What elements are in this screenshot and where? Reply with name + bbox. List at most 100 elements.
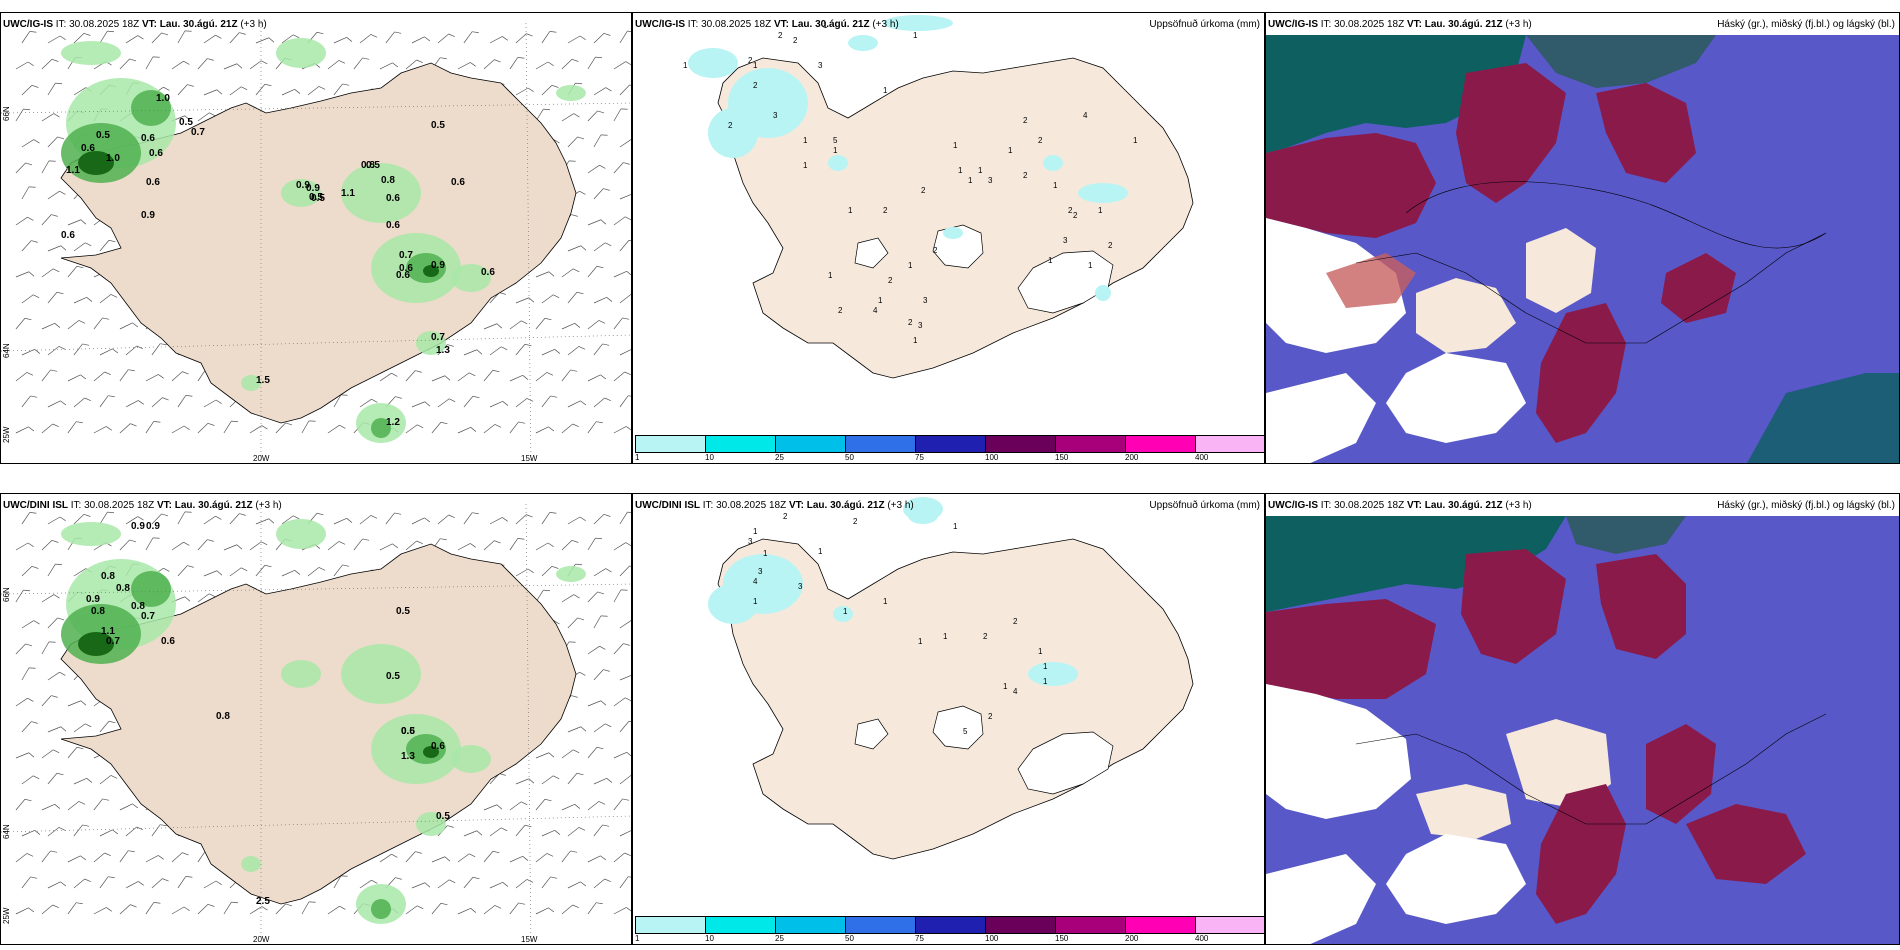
precip-area (1078, 183, 1128, 203)
value-label: 2 (1023, 116, 1028, 125)
wind-barb (41, 322, 61, 330)
value-label: 1.3 (436, 345, 450, 356)
wind-barb (515, 297, 535, 304)
wind-barb (457, 907, 477, 915)
wind-barb (457, 62, 476, 70)
wind-barb (489, 400, 509, 408)
wind-barb (515, 87, 534, 96)
panel-wind-precip-igis: UWC/IG-IS IT: 30.08.2025 18Z VT: Lau. 30… (0, 12, 632, 464)
wind-barb (21, 31, 37, 44)
wind-barb (223, 420, 239, 434)
precip-area (833, 606, 853, 622)
wind-barb (515, 568, 534, 577)
precip-area (1028, 662, 1078, 686)
wind-barb (619, 138, 631, 148)
wind-barb (535, 542, 554, 551)
wind-barb (587, 645, 606, 655)
wind-barb (21, 348, 41, 356)
wind-barb (593, 615, 608, 629)
wind-barb (15, 697, 34, 707)
value-label: 0.6 (431, 741, 445, 752)
wind-barb (177, 395, 193, 408)
wind-barb (47, 136, 65, 148)
panel-header: UWC/IG-IS IT: 30.08.2025 18Z VT: Lau. 30… (3, 19, 267, 30)
wind-barb (47, 563, 63, 577)
wind-barb (327, 905, 346, 915)
legend-tick: 25 (775, 934, 784, 943)
wind-barb (515, 514, 533, 525)
precip-area (131, 571, 171, 607)
wind-barb (15, 853, 34, 863)
legend-swatch (636, 917, 706, 933)
lon-label-15w: 15W (521, 454, 538, 463)
legend-swatch (916, 436, 986, 452)
wind-barb (47, 827, 66, 837)
wind-barb (359, 34, 378, 44)
wind-barb (171, 906, 190, 915)
value-label: 1 (883, 597, 888, 606)
wind-barb (541, 512, 557, 525)
wind-barb (535, 271, 555, 278)
wind-barb (593, 513, 611, 525)
wind-barb (613, 589, 628, 603)
precip-area (276, 38, 326, 68)
wind-barb (15, 162, 33, 174)
wind-barb (151, 824, 167, 837)
precip-area (556, 566, 586, 582)
wind-barb (41, 539, 59, 551)
wind-barb (21, 395, 38, 408)
wind-barb (333, 875, 348, 889)
precip-area (416, 812, 446, 836)
legend-tick: 100 (985, 934, 999, 943)
precip-legend: 1 10 25 50 75 100 150 200 400 (633, 914, 1264, 943)
value-label: 1 (848, 206, 853, 215)
lon-label-20w: 20W (253, 454, 270, 463)
value-label: 3 (918, 321, 923, 330)
wind-barb (561, 369, 578, 382)
value-label: 1 (843, 607, 848, 616)
legend-tick: 10 (705, 453, 714, 462)
wind-barb (281, 88, 301, 96)
wind-barb (431, 421, 448, 434)
value-label: 1 (833, 146, 838, 155)
wind-barb (327, 424, 346, 434)
wind-barb (509, 421, 526, 434)
panel-title: Háský (gr.), miðský (fj.bl.) og lágský (… (1717, 500, 1895, 511)
wind-barb (93, 907, 112, 915)
value-label: 0.8 (361, 160, 375, 171)
wind-barb (515, 398, 534, 408)
panel-title: Uppsöfnuð úrkoma (mm) (1149, 19, 1260, 30)
panel-accum-precip-dini: UWC/DINI ISL IT: 30.08.2025 18Z VT: Lau.… (632, 493, 1265, 945)
wind-barb (21, 775, 40, 785)
wind-barb (619, 511, 631, 525)
wind-barb (619, 294, 631, 304)
value-label: 0.7 (431, 332, 445, 343)
wind-barb (21, 139, 40, 148)
panel-header: UWC/DINI ISL IT: 30.08.2025 18Z VT: Lau.… (635, 500, 914, 511)
wind-barb (15, 372, 34, 382)
wind-barb (483, 905, 502, 915)
wind-barb (587, 855, 607, 863)
wind-barb (171, 371, 189, 382)
wind-barb (463, 876, 480, 889)
wind-barb (21, 721, 38, 733)
wind-barb (483, 323, 503, 330)
wind-barb (333, 36, 353, 44)
wind-barb (47, 35, 66, 44)
legend-tick: 200 (1125, 934, 1139, 943)
wind-barb (223, 901, 239, 915)
wind-barb (593, 134, 608, 148)
value-label: 2 (1108, 241, 1113, 250)
wind-barb (21, 667, 36, 681)
wind-barb (21, 84, 39, 96)
precip-area (688, 48, 738, 78)
value-label: 0.5 (436, 811, 450, 822)
wind-barb (515, 778, 535, 785)
lat-label-64n: 64N (2, 343, 11, 358)
wind-barb (593, 824, 610, 837)
value-label: 1 (883, 86, 888, 95)
panel-header: UWC/IG-IS IT: 30.08.2025 18Z VT: Lau. 30… (635, 19, 899, 30)
wind-barb (593, 188, 610, 200)
legend-swatch (706, 917, 776, 933)
legend-tick: 25 (775, 453, 784, 462)
